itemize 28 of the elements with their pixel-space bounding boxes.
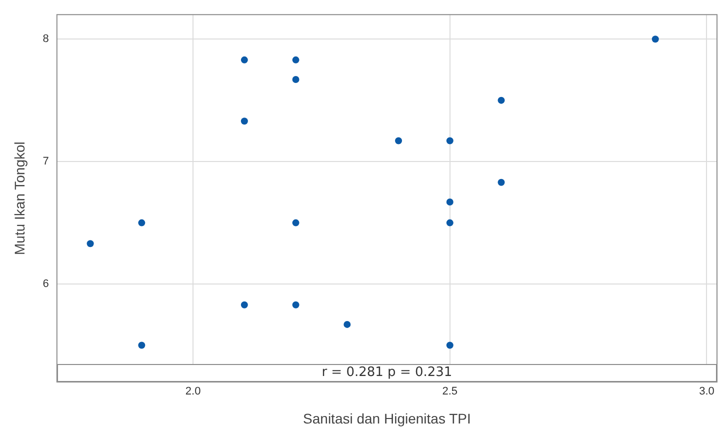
y-tick-label: 6 — [42, 278, 49, 290]
y-axis-title: Mutu Ikan Tongkol — [11, 142, 28, 255]
x-tick-label: 3.0 — [699, 386, 714, 398]
point — [344, 320, 351, 328]
point — [446, 137, 454, 144]
x-tick-label: 2.5 — [442, 386, 458, 398]
stats-box: r = 0.281 p = 0.231 — [56, 364, 717, 382]
point — [138, 219, 146, 226]
y-tick-label: 8 — [42, 33, 49, 46]
point — [138, 342, 146, 349]
point — [292, 56, 300, 64]
point — [446, 219, 454, 226]
point — [292, 76, 300, 84]
point — [446, 198, 454, 206]
point — [498, 178, 505, 186]
point — [86, 240, 94, 248]
point — [292, 301, 300, 308]
point — [240, 56, 248, 64]
point — [652, 36, 659, 43]
point — [498, 96, 505, 104]
point — [292, 219, 300, 226]
point — [446, 342, 454, 349]
x-tick-label: 2.0 — [185, 386, 201, 398]
x-axis-title: Sanitasi dan Higienitas TPI — [303, 410, 471, 426]
y-tick-label: 7 — [42, 156, 49, 168]
point — [395, 137, 402, 144]
point — [240, 301, 248, 308]
point — [240, 118, 248, 125]
